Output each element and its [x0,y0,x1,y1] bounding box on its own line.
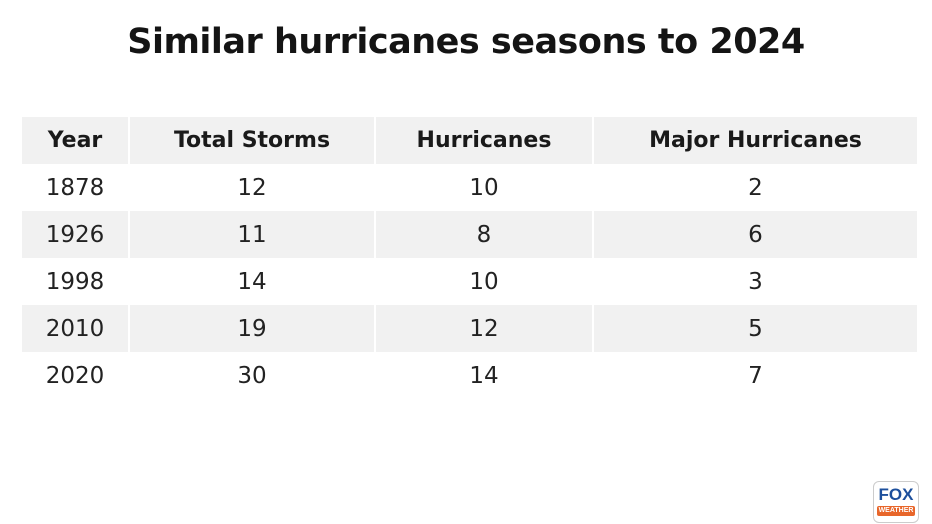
table-cell: 1878 [20,164,129,211]
table-cell: 6 [592,211,917,258]
table-cell: 14 [128,258,375,305]
table-row: 2010 19 12 5 [20,305,917,352]
table-cell: 5 [592,305,917,352]
table-cell: 30 [128,352,375,399]
table-cell: 2 [592,164,917,211]
column-header: Total Storms [128,117,375,164]
column-header: Major Hurricanes [592,117,917,164]
table-cell: 3 [592,258,917,305]
table-cell: 14 [374,352,593,399]
table-cell: 19 [128,305,375,352]
table-row: 1998 14 10 3 [20,258,917,305]
table-cell: 12 [128,164,375,211]
table-cell: 12 [374,305,593,352]
table-cell: 11 [128,211,375,258]
table-row: 1926 11 8 6 [20,211,917,258]
table-cell: 7 [592,352,917,399]
column-header: Year [20,117,129,164]
fox-weather-logo: FOX WEATHER [873,481,919,523]
table-cell: 2010 [20,305,129,352]
chart-title: Similar hurricanes seasons to 2024 [127,22,805,62]
hurricane-seasons-table: Year Total Storms Hurricanes Major Hurrican… [20,117,917,399]
table-cell: 1926 [20,211,129,258]
table-row: 1878 12 10 2 [20,164,917,211]
table-cell: 1998 [20,258,129,305]
table-row: 2020 30 14 7 [20,352,917,399]
table-cell: 8 [374,211,593,258]
table-cell: 10 [374,164,593,211]
table-cell: 10 [374,258,593,305]
logo-text-fox: FOX [878,485,914,504]
table-cell: 2020 [20,352,129,399]
column-header: Hurricanes [374,117,593,164]
table-header-row: Year Total Storms Hurricanes Major Hurrican… [20,117,917,164]
logo-text-weather: WEATHER [877,506,915,516]
